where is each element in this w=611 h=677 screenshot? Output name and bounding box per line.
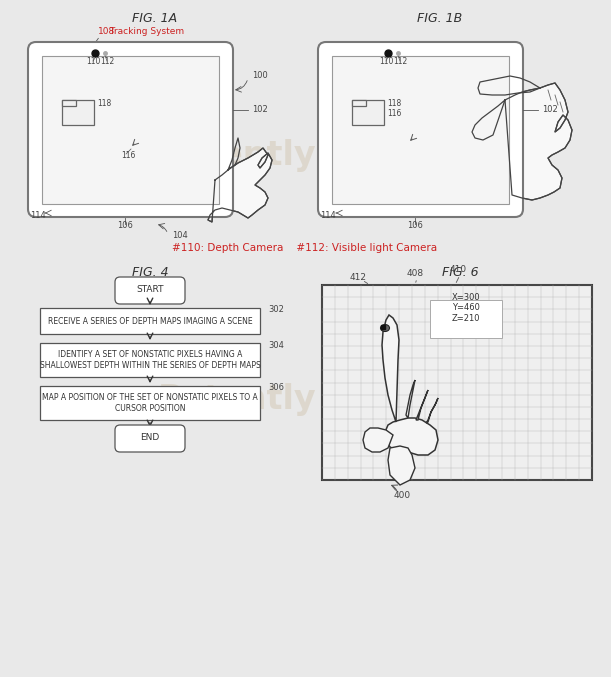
Text: FIG. 6: FIG. 6 xyxy=(442,265,478,278)
Ellipse shape xyxy=(381,324,389,332)
Text: 400: 400 xyxy=(393,492,411,500)
Text: 412: 412 xyxy=(349,274,367,282)
Text: FIG. 4: FIG. 4 xyxy=(132,265,168,278)
FancyBboxPatch shape xyxy=(28,42,233,217)
Text: 102: 102 xyxy=(252,106,268,114)
Text: 118: 118 xyxy=(97,98,111,108)
Text: RECEIVE A SERIES OF DEPTH MAPS IMAGING A SCENE: RECEIVE A SERIES OF DEPTH MAPS IMAGING A… xyxy=(48,317,252,326)
Bar xyxy=(332,56,509,204)
Text: 408: 408 xyxy=(406,269,423,278)
Text: 104: 104 xyxy=(172,232,188,240)
Text: 112: 112 xyxy=(393,58,407,66)
Text: 118: 118 xyxy=(387,98,401,108)
Text: 116: 116 xyxy=(121,152,135,160)
Text: X=300
Y=460
Z=210: X=300 Y=460 Z=210 xyxy=(452,293,480,323)
Text: 110: 110 xyxy=(86,58,100,66)
Text: MAP A POSITION OF THE SET OF NONSTATIC PIXELS TO A
CURSOR POSITION: MAP A POSITION OF THE SET OF NONSTATIC P… xyxy=(42,393,258,413)
Polygon shape xyxy=(426,398,438,423)
Bar xyxy=(352,100,366,106)
Text: 106: 106 xyxy=(117,221,133,230)
Bar xyxy=(62,100,94,125)
Text: Tracking System: Tracking System xyxy=(107,28,184,37)
Text: Patently Mobile: Patently Mobile xyxy=(158,383,452,416)
Text: 114: 114 xyxy=(30,211,46,219)
Bar xyxy=(62,100,76,106)
Text: END: END xyxy=(141,433,159,443)
Polygon shape xyxy=(208,148,272,222)
Text: 112: 112 xyxy=(100,58,114,66)
Bar xyxy=(42,56,219,204)
Polygon shape xyxy=(406,380,415,418)
Bar xyxy=(40,386,260,420)
Text: 410: 410 xyxy=(450,265,467,274)
Polygon shape xyxy=(505,83,572,200)
Text: 304: 304 xyxy=(268,341,284,349)
Polygon shape xyxy=(363,428,393,452)
FancyBboxPatch shape xyxy=(318,42,523,217)
Text: 114: 114 xyxy=(320,211,336,219)
Bar xyxy=(40,343,260,377)
Bar xyxy=(322,285,592,480)
Text: 106: 106 xyxy=(407,221,423,230)
Polygon shape xyxy=(416,390,428,420)
Text: IDENTIFY A SET OF NONSTATIC PIXELS HAVING A
SHALLOWEST DEPTH WITHIN THE SERIES O: IDENTIFY A SET OF NONSTATIC PIXELS HAVIN… xyxy=(40,350,260,370)
Text: 302: 302 xyxy=(268,305,284,315)
FancyBboxPatch shape xyxy=(115,277,185,304)
Polygon shape xyxy=(385,418,438,455)
Text: 100: 100 xyxy=(252,72,268,81)
Text: 110: 110 xyxy=(379,58,393,66)
Text: FIG. 1A: FIG. 1A xyxy=(133,12,178,24)
Text: 108: 108 xyxy=(98,28,115,37)
Polygon shape xyxy=(382,315,399,422)
Text: Patently Mobile: Patently Mobile xyxy=(158,139,452,171)
Bar xyxy=(430,300,502,338)
Text: START: START xyxy=(136,286,164,294)
Bar xyxy=(40,308,260,334)
Text: 102: 102 xyxy=(542,106,558,114)
Text: 116: 116 xyxy=(387,110,401,118)
FancyBboxPatch shape xyxy=(115,425,185,452)
Polygon shape xyxy=(388,446,415,485)
Text: #110: Depth Camera    #112: Visible light Camera: #110: Depth Camera #112: Visible light C… xyxy=(172,243,437,253)
Text: FIG. 1B: FIG. 1B xyxy=(417,12,463,24)
Bar xyxy=(352,100,384,125)
Text: 306: 306 xyxy=(268,383,284,393)
